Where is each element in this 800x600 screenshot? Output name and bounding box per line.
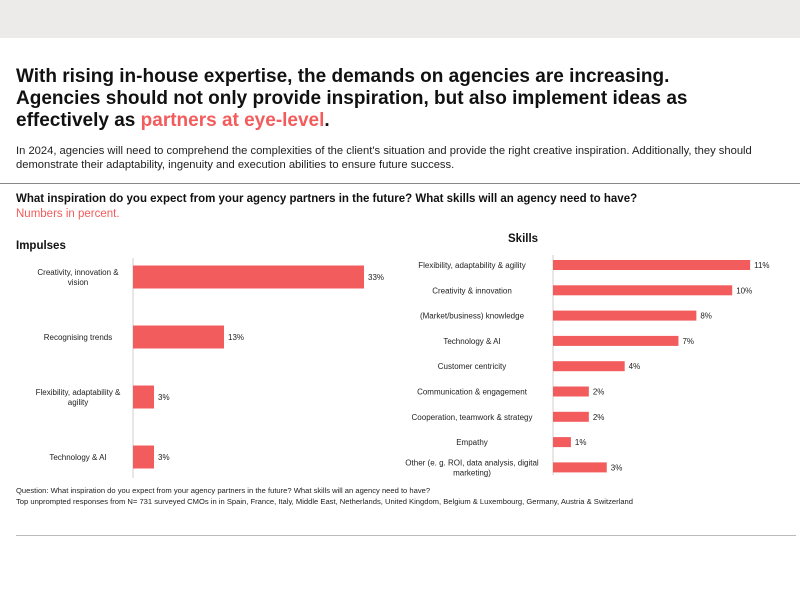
skills-bar (553, 285, 733, 296)
impulses-value-label: 3% (158, 453, 170, 462)
intro-paragraph: In 2024, agencies will need to comprehen… (16, 145, 752, 171)
skills-category-label: Flexibility, adaptability & agility (418, 261, 525, 270)
skills-category-label: (Market/business) knowledge (420, 312, 525, 321)
impulses-bar (133, 445, 154, 469)
headline: With rising in-house expertise, the dema… (16, 66, 796, 132)
unit-note: Numbers in percent. (16, 208, 120, 220)
skills-bar (553, 361, 625, 372)
skills-category-label: Technology & AI (443, 337, 500, 346)
skills-category-label: Customer centricity (438, 362, 506, 371)
impulses-bar (133, 265, 364, 289)
footnote-line-1: Question: What inspiration do you expect… (16, 486, 431, 495)
skills-category-label: Other (e. g. ROI, data analysis, digital (405, 458, 539, 467)
impulses-category-label: Recognising trends (44, 333, 112, 342)
impulses-chart: 33% Creativity, innovation &vision 13% Reco… (36, 258, 384, 478)
impulses-value-label: 33% (368, 273, 384, 282)
impulses-value-label: 3% (158, 393, 170, 402)
impulses-category-label: Creativity, innovation & (37, 268, 119, 277)
skills-category-label: Creativity & innovation (432, 286, 512, 295)
headline-line-1: With rising in-house expertise, the dema… (16, 66, 670, 87)
skills-value-label: 10% (736, 286, 752, 295)
skills-bar (553, 462, 607, 473)
skills-value-label: 4% (629, 362, 641, 371)
skills-bar (553, 411, 589, 422)
footnote-line-2: Top unprompted responses from N= 731 sur… (16, 497, 634, 506)
skills-bar (553, 386, 589, 397)
skills-category-label: Cooperation, teamwork & strategy (412, 413, 533, 422)
impulses-bar (133, 325, 224, 349)
bottom-rule (16, 535, 796, 536)
impulses-category-label: vision (68, 278, 88, 287)
skills-chart-title: Skills (508, 233, 539, 245)
skills-value-label: 3% (611, 463, 623, 472)
impulses-category-label: agility (68, 398, 88, 407)
headline-accent: partners at eye-level (140, 110, 325, 131)
headline-line-3: effectively as partners at eye-level. (16, 110, 796, 132)
skills-bar (553, 310, 697, 321)
skills-value-label: 8% (700, 312, 712, 321)
skills-chart: 11% Flexibility, adaptability & agility 10… (405, 255, 770, 477)
headline-line-2: Agencies should not only provide inspira… (16, 88, 688, 109)
impulses-category-label: Technology & AI (49, 453, 106, 462)
survey-question: What inspiration do you expect from your… (16, 193, 638, 205)
headline-line-3-prefix: effectively as (16, 110, 141, 131)
skills-bar (553, 260, 751, 270)
footnote: Question: What inspiration do you expect… (16, 485, 786, 507)
skills-value-label: 2% (593, 413, 605, 422)
skills-bar (553, 437, 571, 448)
skills-category-label: marketing) (453, 468, 491, 477)
skills-value-label: 1% (575, 438, 587, 447)
impulses-bar (133, 385, 154, 409)
skills-value-label: 2% (593, 388, 605, 397)
impulses-chart-title: Impulses (16, 240, 66, 252)
skills-category-label: Communication & engagement (417, 388, 528, 397)
skills-value-label: 7% (682, 337, 694, 346)
skills-category-label: Empathy (456, 438, 488, 447)
impulses-value-label: 13% (228, 333, 244, 342)
skills-bar (553, 335, 679, 346)
headline-line-3-suffix: . (324, 110, 330, 131)
skills-value-label: 11% (754, 261, 769, 270)
impulses-category-label: Flexibility, adaptability & (36, 388, 121, 397)
section-divider (0, 183, 800, 184)
